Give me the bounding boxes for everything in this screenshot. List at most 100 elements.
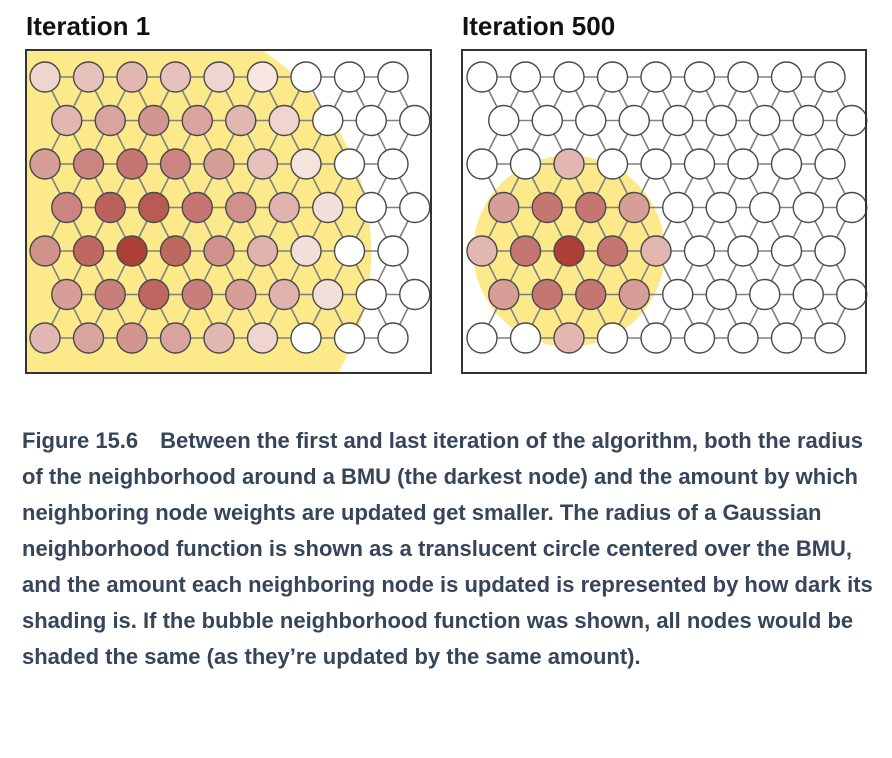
- grid-node: [727, 61, 759, 93]
- grid-node: [72, 322, 105, 354]
- figure-caption: Figure 15.6 Between the first and last it…: [22, 423, 880, 675]
- grid-node: [377, 322, 409, 354]
- grid-node: [596, 148, 629, 180]
- grid-node: [333, 322, 366, 354]
- grid-node: [225, 104, 257, 137]
- grid-node: [836, 104, 868, 137]
- grid-node: [770, 235, 803, 267]
- grid-node: [116, 148, 148, 180]
- grid-node: [116, 322, 148, 354]
- grid-node: [705, 191, 737, 224]
- grid-node: [246, 322, 279, 354]
- grid-node: [138, 191, 170, 224]
- grid-node: [640, 148, 672, 180]
- grid-node: [640, 235, 672, 267]
- panel-iteration-1: [25, 49, 432, 374]
- grid-node: [640, 322, 672, 354]
- grid-node: [727, 235, 759, 267]
- grid-node: [814, 148, 846, 180]
- grid-node: [683, 322, 716, 354]
- grid-node: [312, 104, 344, 137]
- grid-node: [159, 61, 192, 93]
- grid-node: [290, 322, 322, 354]
- grid-node: [488, 278, 520, 311]
- grid-node: [138, 104, 170, 137]
- grid-node: [509, 322, 542, 354]
- grid-node: [355, 104, 387, 137]
- grid-node: [705, 278, 737, 311]
- grid-node: [138, 278, 170, 311]
- grid-node: [181, 278, 213, 311]
- grid-node: [575, 278, 607, 311]
- grid-node: [399, 278, 431, 311]
- grid-node: [377, 235, 409, 267]
- grid-node: [355, 191, 387, 224]
- grid-node: [509, 148, 542, 180]
- grid-node: [246, 148, 279, 180]
- grid-node: [618, 104, 650, 137]
- grid-node: [466, 61, 498, 93]
- grid-node: [662, 278, 694, 311]
- grid-node: [618, 278, 650, 311]
- grid-node: [596, 61, 629, 93]
- grid-node: [29, 148, 61, 180]
- grid-node: [814, 61, 846, 93]
- grid-node: [770, 148, 803, 180]
- grid-node: [488, 104, 520, 137]
- grid-node: [333, 148, 366, 180]
- grid-node: [355, 278, 387, 311]
- grid-node: [640, 61, 672, 93]
- grid-node: [51, 191, 83, 224]
- grid-node: [181, 191, 213, 224]
- grid-node: [246, 235, 279, 267]
- grid-node: [531, 278, 563, 311]
- grid-node: [29, 235, 61, 267]
- grid-node: [836, 278, 868, 311]
- grid-node: [51, 278, 83, 311]
- grid-node: [683, 148, 716, 180]
- grid-node: [466, 148, 498, 180]
- som-grids-diagram: [25, 49, 868, 374]
- grid-node: [531, 191, 563, 224]
- grid-node: [116, 61, 148, 93]
- grid-node: [596, 235, 629, 267]
- grid-node: [203, 61, 235, 93]
- grid-node: [509, 61, 542, 93]
- panel-frame: [25, 49, 432, 374]
- grid-node: [159, 322, 192, 354]
- grid-node: [159, 148, 192, 180]
- grid-node: [792, 104, 824, 137]
- grid-node: [203, 322, 235, 354]
- bmu-node: [553, 235, 585, 267]
- bmu-node: [116, 235, 148, 267]
- grid-node: [662, 191, 694, 224]
- grid-node: [312, 191, 344, 224]
- grid-node: [749, 191, 781, 224]
- grid-node: [377, 61, 409, 93]
- grid-node: [246, 61, 279, 93]
- grid-node: [575, 191, 607, 224]
- panel-title-iteration-500: Iteration 500: [462, 11, 616, 41]
- grid-node: [814, 322, 846, 354]
- grid-node: [814, 235, 846, 267]
- grid-node: [51, 104, 83, 137]
- grid-node: [159, 235, 192, 267]
- grid-node: [290, 61, 322, 93]
- grid-node: [727, 148, 759, 180]
- grid-node: [94, 191, 126, 224]
- grid-node: [749, 278, 781, 311]
- grid-node: [553, 148, 585, 180]
- grid-node: [225, 278, 257, 311]
- grid-node: [705, 104, 737, 137]
- grid-node: [72, 61, 105, 93]
- grid-node: [94, 104, 126, 137]
- grid-node: [792, 278, 824, 311]
- grid-node: [181, 104, 213, 137]
- grid-node: [203, 235, 235, 267]
- grid-node: [683, 61, 716, 93]
- caption-label: Figure 15.6: [22, 428, 139, 453]
- grid-node: [662, 104, 694, 137]
- grid-node: [770, 61, 803, 93]
- grid-node: [94, 278, 126, 311]
- panel-title-iteration-1: Iteration 1: [26, 11, 151, 41]
